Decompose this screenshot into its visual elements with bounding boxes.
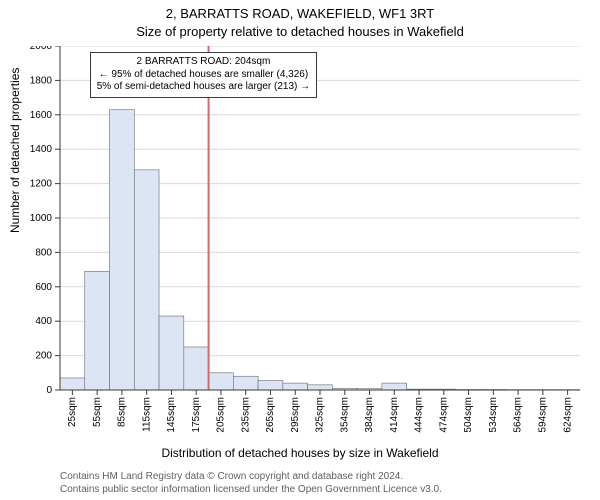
svg-text:200: 200 xyxy=(35,351,52,362)
svg-text:504sqm: 504sqm xyxy=(463,397,474,433)
svg-text:564sqm: 564sqm xyxy=(513,397,524,433)
svg-text:1200: 1200 xyxy=(30,179,53,190)
svg-text:534sqm: 534sqm xyxy=(488,397,499,433)
svg-text:175sqm: 175sqm xyxy=(191,397,202,433)
svg-text:85sqm: 85sqm xyxy=(117,397,128,427)
svg-text:1400: 1400 xyxy=(30,144,53,155)
svg-text:115sqm: 115sqm xyxy=(141,397,152,432)
svg-text:444sqm: 444sqm xyxy=(414,397,425,433)
svg-text:2000: 2000 xyxy=(30,46,53,52)
plot-area: 0 200 400 600 800 1000 1200 1400 1600 1800 2000 25s… xyxy=(26,46,584,447)
svg-text:235sqm: 235sqm xyxy=(240,397,251,433)
svg-text:414sqm: 414sqm xyxy=(389,397,400,433)
svg-text:1800: 1800 xyxy=(30,75,53,86)
svg-text:205sqm: 205sqm xyxy=(216,397,227,433)
svg-text:400: 400 xyxy=(35,316,52,327)
chart-title-main: 2, BARRATTS ROAD, WAKEFIELD, WF1 3RT xyxy=(0,6,600,21)
property-size-chart: 2, BARRATTS ROAD, WAKEFIELD, WF1 3RT Siz… xyxy=(0,0,600,500)
svg-text:800: 800 xyxy=(35,247,52,258)
svg-text:624sqm: 624sqm xyxy=(562,397,573,433)
svg-text:600: 600 xyxy=(35,282,52,293)
svg-text:1000: 1000 xyxy=(30,213,53,224)
svg-text:145sqm: 145sqm xyxy=(166,397,177,433)
svg-text:55sqm: 55sqm xyxy=(92,397,103,427)
svg-text:354sqm: 354sqm xyxy=(339,397,350,433)
annotation-box: 2 BARRATTS ROAD: 204sqm ← 95% of detache… xyxy=(90,52,317,98)
footnote-1: Contains HM Land Registry data © Crown c… xyxy=(60,471,403,482)
svg-text:384sqm: 384sqm xyxy=(364,397,375,433)
svg-text:0: 0 xyxy=(46,385,52,396)
footnote-2: Contains public sector information licen… xyxy=(60,484,442,495)
svg-text:474sqm: 474sqm xyxy=(438,397,449,433)
svg-text:325sqm: 325sqm xyxy=(315,397,326,433)
svg-text:295sqm: 295sqm xyxy=(290,397,301,433)
chart-title-sub: Size of property relative to detached ho… xyxy=(0,24,600,39)
annotation-line-1: 2 BARRATTS ROAD: 204sqm xyxy=(97,56,310,69)
svg-text:594sqm: 594sqm xyxy=(537,397,548,433)
svg-text:1600: 1600 xyxy=(30,110,53,121)
x-axis-label: Distribution of detached houses by size … xyxy=(0,446,600,460)
y-axis-label: Number of detached properties xyxy=(8,68,22,233)
annotation-line-3: 5% of semi-detached houses are larger (2… xyxy=(97,81,310,94)
svg-text:25sqm: 25sqm xyxy=(67,397,78,427)
annotation-line-2: ← 95% of detached houses are smaller (4,… xyxy=(97,69,310,82)
svg-text:265sqm: 265sqm xyxy=(265,397,276,433)
